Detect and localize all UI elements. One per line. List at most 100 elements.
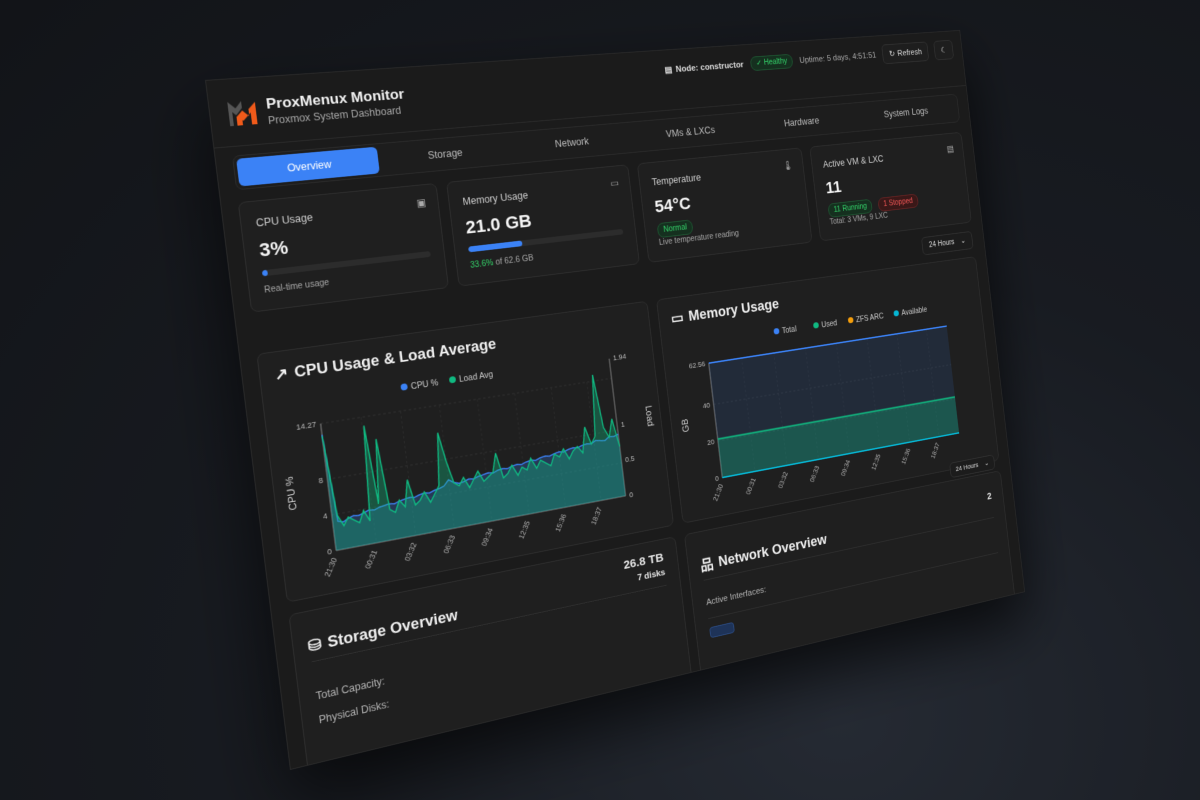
tab-system-logs[interactable]: System Logs [883, 105, 929, 120]
legend-label: Load Avg [459, 370, 494, 384]
storage-disks: 7 disks [636, 567, 666, 583]
vm-count: 11 [824, 177, 843, 198]
memory-subtitle: 33.6% of 62.6 GB [470, 254, 534, 270]
grid-line [321, 378, 612, 423]
uptime-text: Uptime: 5 days, 4:51:51 [798, 50, 877, 65]
interface-badge [709, 621, 735, 639]
refresh-icon: ↻ [888, 49, 896, 59]
cpu-progress-fill [261, 269, 268, 277]
y-tick-label: 40 [702, 401, 710, 410]
memory-chart-card: ▭ Memory Usage Total Used ZFS ARC Available 0… [656, 256, 1000, 524]
node-label: Node: constructor [675, 59, 745, 74]
server-icon: ▤ [664, 65, 673, 76]
y2-tick-label: 0.5 [625, 454, 636, 464]
legend-dot [773, 327, 780, 335]
cpu-icon: ▣ [415, 196, 427, 210]
y-tick-label: 8 [318, 475, 324, 485]
header: ProxMenux Monitor Proxmox System Dashboa… [206, 30, 968, 149]
cpu-chart: CPU % Load Avg 0 4 8 14.27 21:30 00:31 03:32 06:3… [284, 352, 655, 578]
node-indicator: ▤ Node: constructor [664, 59, 745, 76]
card-title: Memory Usage [461, 189, 529, 208]
memory-percent: 33.6% [469, 258, 494, 271]
chevron-down-icon: ⌄ [983, 458, 990, 467]
memory-icon: ▭ [670, 309, 685, 327]
refresh-button[interactable]: ↻ Refresh [881, 41, 930, 65]
check-circle-icon: ✓ [755, 59, 763, 68]
refresh-label: Refresh [896, 47, 923, 58]
memory-total: of 62.6 GB [492, 253, 535, 268]
time-range-select[interactable]: 24 Hours ⌄ [921, 231, 974, 256]
memory-chart: Total Used ZFS ARC Available 0 20 40 62.56 21:30… [680, 305, 1000, 503]
y2-tick-label: 1 [620, 419, 625, 428]
memory-icon: ▭ [609, 177, 620, 189]
temperature-card: Temperature 🌡︎ 54°C Normal Live temperat… [636, 147, 813, 263]
x-tick-label: 00:31 [744, 476, 757, 495]
legend-label: Available [901, 305, 928, 317]
stopped-badge: 1 Stopped [877, 193, 919, 212]
x-tick-label: 12:35 [517, 519, 532, 540]
tab-hardware[interactable]: Hardware [783, 115, 820, 129]
cpu-value: 3% [258, 236, 290, 261]
chevron-down-icon: ⌄ [960, 236, 967, 246]
legend-label: CPU % [410, 378, 438, 391]
x-tick-label: 03:32 [402, 541, 418, 562]
x-tick-label: 03:32 [776, 470, 789, 489]
health-text: Healthy [763, 57, 788, 68]
x-tick-label: 09:34 [839, 458, 852, 477]
interface-count: 2 [986, 490, 993, 502]
legend-dot [812, 321, 820, 329]
tab-storage[interactable]: Storage [427, 146, 464, 162]
legend-dot [448, 375, 457, 384]
cpu-usage-card: CPU Usage ▣ 3% Real-time usage [237, 183, 449, 313]
thermometer-icon: 🌡︎ [782, 159, 794, 172]
tab-network[interactable]: Network [554, 135, 590, 150]
temperature-value: 54°C [653, 193, 692, 217]
cpu-chart-card: ↗ CPU Usage & Load Average CPU % Load Avg 0… [256, 300, 674, 603]
tab-vms-lxcs[interactable]: VMs & LXCs [665, 124, 716, 140]
health-badge: ✓ Healthy [749, 53, 794, 72]
theme-toggle-button[interactable]: ☾ [933, 39, 955, 61]
legend-label: Used [821, 319, 838, 329]
trending-up-icon: ↗ [273, 364, 290, 384]
x-tick-label: 06:33 [441, 534, 457, 555]
y-tick-label: 20 [707, 437, 715, 447]
y-tick-label: 62.56 [688, 359, 705, 370]
y2-tick-label: 0 [629, 490, 634, 499]
y2-tick-label: 1.94 [612, 352, 626, 362]
legend-dot [400, 383, 408, 391]
card-title: CPU Usage [255, 211, 314, 230]
memory-value: 21.0 GB [464, 210, 533, 238]
card-title: Temperature [651, 172, 702, 188]
y-axis-label: GB [680, 418, 691, 433]
x-tick-label: 15:36 [900, 447, 912, 465]
memory-usage-card: Memory Usage ▭ 21.0 GB 33.6% of 62.6 GB [446, 164, 640, 287]
moon-icon: ☾ [940, 45, 948, 55]
y-tick-label: 0 [327, 546, 333, 556]
server-icon: ▤ [946, 143, 955, 155]
active-vm-card: Active VM & LXC ▤ 11 11 Running 1 Stoppe… [809, 131, 972, 242]
legend-dot [847, 316, 854, 324]
network-icon: 品 [699, 556, 715, 575]
x-tick-label: 15:36 [553, 513, 568, 533]
legend-dot [893, 310, 900, 317]
series-area [708, 326, 960, 478]
x-tick-label: 21:30 [711, 483, 725, 503]
memory-progress-fill [468, 240, 523, 253]
legend-label: ZFS ARC [856, 312, 885, 324]
y2-axis-label: Load [643, 405, 655, 427]
y-axis-label: CPU % [284, 476, 300, 512]
x-tick-label: 18:37 [929, 441, 941, 459]
y-tick-label: 4 [322, 511, 328, 521]
tab-overview[interactable]: Overview [236, 146, 381, 187]
x-tick-label: 06:33 [808, 464, 821, 483]
series-area [321, 388, 626, 551]
card-title: Active VM & LXC [822, 153, 885, 170]
hard-drive-icon: ⛁ [306, 635, 323, 656]
dashboard-window: ProxMenux Monitor Proxmox System Dashboa… [205, 30, 1025, 770]
storage-title: Storage Overview [326, 606, 459, 651]
y-tick-label: 0 [715, 474, 720, 483]
network-range-value: 24 Hours [955, 461, 979, 473]
time-range-value: 24 Hours [928, 238, 955, 250]
x-tick-label: 18:37 [589, 506, 604, 526]
x-tick-label: 00:31 [363, 549, 379, 570]
